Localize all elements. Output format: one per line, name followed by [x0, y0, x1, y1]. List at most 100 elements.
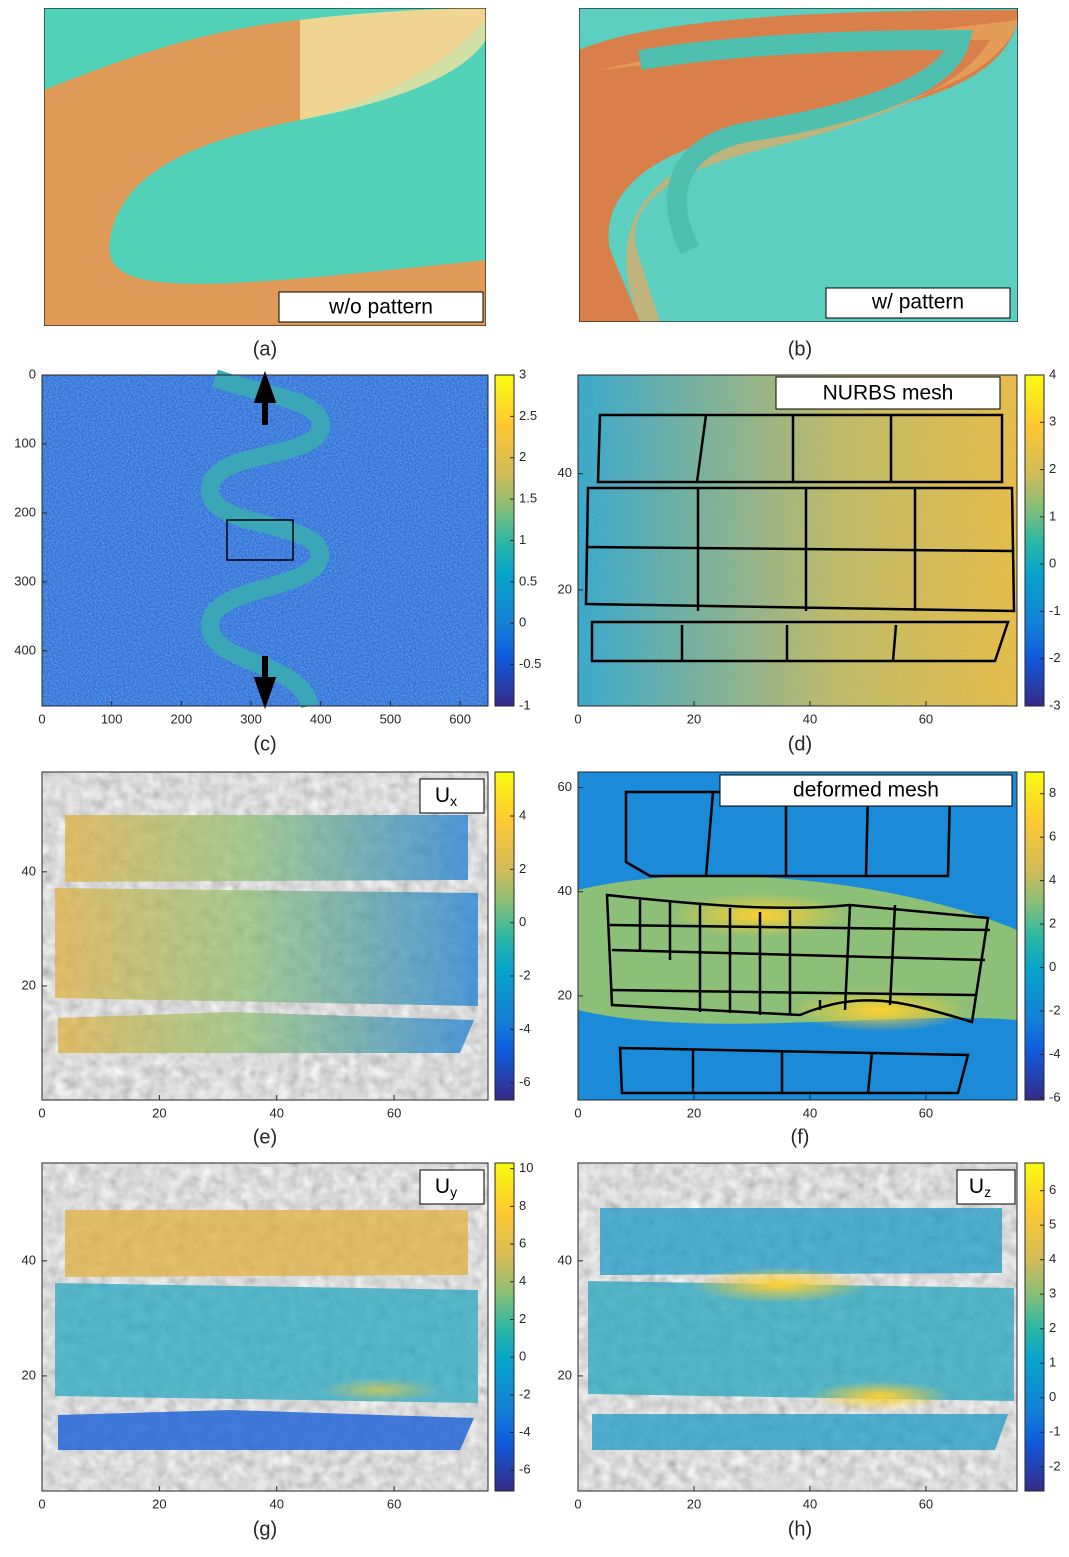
colorbar-tick-label: -6 — [519, 1462, 531, 1477]
colorbar-tick-label: 10 — [519, 1160, 533, 1175]
x-tick-label: 20 — [687, 1496, 701, 1511]
image-h — [578, 1163, 1017, 1491]
colorbar-tick-label: 4 — [519, 807, 526, 822]
y-tick-label: 300 — [14, 573, 36, 588]
colorbar-tick-label: -2 — [1049, 1002, 1061, 1017]
colorbar-tick-label: -6 — [519, 1074, 531, 1089]
x-tick-label: 40 — [270, 1496, 284, 1511]
colorbar-tick-label: -1 — [1049, 603, 1061, 618]
colorbar-tick-label: 1 — [1049, 1355, 1056, 1370]
y-tick-label: 40 — [22, 1252, 36, 1267]
colorbar-tick-label: 2 — [1049, 1320, 1056, 1335]
colorbar-tick-label: -4 — [519, 1424, 531, 1439]
colorbar-tick-label: -6 — [1049, 1089, 1061, 1104]
render-b — [579, 8, 1018, 322]
x-tick-label: 0 — [38, 711, 45, 726]
colorbar — [494, 771, 515, 1101]
y-tick-label: 60 — [558, 779, 572, 794]
inset-label: w/ pattern — [871, 291, 964, 314]
colorbar-tick-label: 0 — [1049, 959, 1056, 974]
panel-label: (d) — [788, 733, 812, 755]
colorbar-tick-label: -3 — [1049, 697, 1061, 712]
image-d — [578, 375, 1017, 706]
x-tick-label: 60 — [919, 1496, 933, 1511]
colorbar-tick-label: 4 — [1049, 366, 1056, 381]
x-tick-label: 0 — [574, 711, 581, 726]
subscript: y — [450, 1184, 457, 1200]
colorbar-tick-label: 2 — [519, 449, 526, 464]
x-tick-label: 60 — [919, 711, 933, 726]
subscript: x — [450, 793, 457, 809]
y-tick-label: 20 — [558, 1367, 572, 1382]
x-tick-label: 40 — [270, 1105, 284, 1120]
x-tick-label: 20 — [687, 1105, 701, 1120]
x-tick-label: 0 — [38, 1105, 45, 1120]
axes-frame — [577, 1162, 1018, 1492]
axes-frame — [577, 771, 1018, 1101]
colorbar-tick-label: 2 — [519, 1311, 526, 1326]
inset-box — [419, 778, 485, 814]
inset-label: w/o pattern — [328, 296, 433, 319]
render-a — [44, 8, 486, 326]
colorbar-tick-label: 0 — [519, 914, 526, 929]
colorbar-tick-label: -2 — [519, 1386, 531, 1401]
y-tick-label: 20 — [22, 977, 36, 992]
colorbar-tick-label: -4 — [519, 1021, 531, 1036]
colorbar-tick-label: 0 — [519, 615, 526, 630]
panel-label: (b) — [788, 338, 812, 360]
colorbar-tick-label: 2.5 — [519, 408, 537, 423]
colorbar-tick-label: 3 — [1049, 414, 1056, 429]
colorbar-tick-label: 6 — [1049, 1182, 1056, 1197]
colorbar-tick-label: -2 — [519, 967, 531, 982]
x-tick-label: 20 — [152, 1496, 166, 1511]
panel-label: (a) — [253, 338, 277, 360]
colorbar-tick-label: -2 — [1049, 1458, 1061, 1473]
x-tick-label: 40 — [803, 1496, 817, 1511]
colorbar-tick-label: 0 — [1049, 556, 1056, 571]
x-tick-label: 40 — [803, 711, 817, 726]
colorbar — [494, 1162, 515, 1492]
colorbar-tick-label: 2 — [1049, 915, 1056, 930]
inset-label: Uy — [435, 1175, 457, 1200]
colorbar-tick-label: 0 — [1049, 1389, 1056, 1404]
inset-box — [278, 291, 484, 323]
colorbar-tick-label: 5 — [1049, 1217, 1056, 1232]
colorbar — [1024, 1162, 1045, 1492]
x-tick-label: 60 — [387, 1105, 401, 1120]
x-tick-label: 300 — [240, 711, 262, 726]
image-c — [42, 369, 488, 710]
colorbar-tick-label: 3 — [1049, 1286, 1056, 1301]
x-tick-label: 600 — [449, 711, 471, 726]
axes-frame — [41, 771, 489, 1101]
x-tick-label: 0 — [574, 1105, 581, 1120]
colorbar-tick-label: 4 — [519, 1273, 526, 1288]
x-tick-label: 60 — [387, 1496, 401, 1511]
colorbar-tick-label: 2 — [1049, 461, 1056, 476]
x-tick-label: 0 — [38, 1496, 45, 1511]
inset-box — [956, 1169, 1016, 1205]
colorbar-tick-label: 1 — [519, 532, 526, 547]
colorbar-tick-label: 3 — [519, 366, 526, 381]
inset-label: deformed mesh — [793, 779, 939, 802]
colorbar-tick-label: -0.5 — [519, 656, 541, 671]
subscript: z — [984, 1184, 991, 1200]
x-tick-label: 200 — [171, 711, 193, 726]
y-tick-label: 40 — [22, 863, 36, 878]
x-tick-label: 500 — [380, 711, 402, 726]
symbol: U — [969, 1175, 984, 1198]
axes-frame — [41, 374, 489, 707]
x-tick-label: 0 — [574, 1496, 581, 1511]
inset-label: NURBS mesh — [823, 382, 954, 405]
colorbar-tick-label: -1 — [1049, 1424, 1061, 1439]
inset-label: Uz — [969, 1175, 991, 1200]
colorbar-tick-label: 6 — [1049, 829, 1056, 844]
x-tick-label: 40 — [803, 1105, 817, 1120]
image-f — [578, 772, 1017, 1100]
colorbar-tick-label: 0.5 — [519, 573, 537, 588]
y-tick-label: 400 — [14, 642, 36, 657]
x-tick-label: 100 — [101, 711, 123, 726]
panel-label: (f) — [791, 1126, 810, 1148]
panel-label: (c) — [253, 733, 276, 755]
colorbar-tick-label: -2 — [1049, 650, 1061, 665]
